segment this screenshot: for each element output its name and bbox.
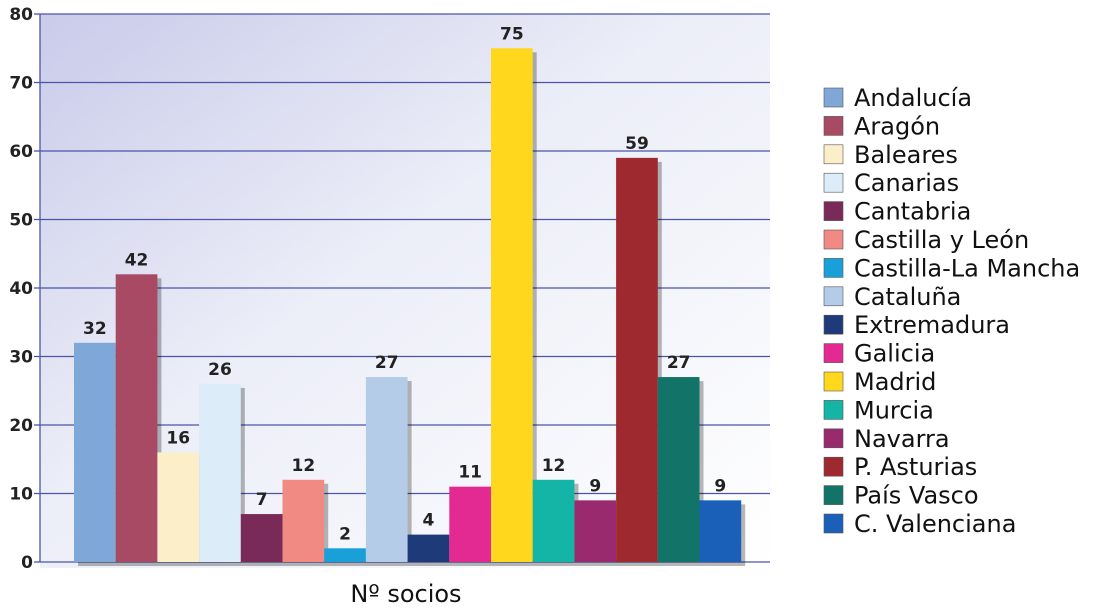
legend-label: Navarra [854,425,950,453]
data-label: 59 [625,134,649,154]
legend-label: P. Asturias [854,453,977,481]
bar [157,452,200,562]
bar [115,274,158,562]
legend-swatch [823,144,844,165]
legend-swatch [823,400,844,420]
legend-swatch [823,343,844,363]
legend-label: Canarias [854,169,959,197]
legend-swatch [823,371,844,392]
legend-label: Murcia [854,396,934,424]
bar [532,479,575,562]
bars [74,48,746,566]
data-labels: 32 42 16 26 7 12 2 27 4 11 75 12 9 59 27 9 [83,24,726,544]
legend-label: País Vasco [854,482,979,510]
bar [449,486,491,562]
legend-label: Cantabria [854,198,971,226]
legend-swatch [823,172,844,193]
bar [282,479,325,562]
legend-label: Castilla y León [854,226,1029,254]
data-label: 9 [589,476,601,496]
data-label: 32 [83,319,107,339]
legend-label: Aragón [854,112,940,140]
legend-swatch [823,87,844,108]
bar [74,342,116,562]
bar [407,534,450,562]
legend-swatch [823,286,844,307]
data-label: 75 [500,24,524,44]
y-axis: 0 10 20 30 40 50 60 70 80 [9,5,41,573]
bar [657,377,700,562]
legend-label: Baleares [854,141,958,169]
legend-label: Galicia [854,340,935,368]
data-label: 27 [375,353,399,373]
data-label: 9 [714,476,726,496]
data-label: 42 [125,250,149,270]
legend-label: Andalucía [854,84,972,112]
legend-swatch [823,201,844,221]
bar [699,500,742,562]
y-tick-label: 50 [9,211,33,231]
legend-swatch [823,428,844,449]
x-axis-label: Nº socios [350,580,461,608]
bar [574,500,617,562]
y-tick-label: 40 [9,279,33,299]
data-label: 27 [667,353,691,373]
bar [491,48,533,562]
y-tick-label: 10 [9,485,33,505]
data-label: 16 [166,428,190,448]
legend-swatch [823,314,844,335]
legend-swatch [823,116,844,136]
legend-swatch [823,229,844,250]
y-tick-label: 60 [9,142,33,162]
legend-label: Castilla-La Mancha [854,254,1080,282]
data-label: 7 [256,490,268,510]
legend-label: Cataluña [854,283,961,311]
y-tick-label: 70 [9,74,33,94]
legend-swatch [823,456,844,477]
data-label: 11 [458,463,482,483]
y-tick-label: 30 [9,348,33,368]
legend-swatch [823,513,844,534]
legend: AndalucíaAragónBalearesCanariasCantabria… [823,84,1080,538]
data-label: 12 [542,456,566,476]
bar [324,548,366,562]
data-label: 2 [339,524,351,544]
data-label: 26 [208,360,232,380]
data-label: 12 [292,456,316,476]
data-label: 4 [423,511,435,531]
legend-label: Extremadura [854,311,1010,339]
legend-swatch [823,485,844,505]
legend-label: C. Valenciana [854,510,1016,538]
bar [240,514,283,562]
y-tick-label: 80 [9,5,33,25]
y-tick-label: 20 [9,416,33,436]
bar [199,383,241,562]
legend-swatch [823,258,844,278]
legend-label: Madrid [854,368,936,396]
y-tick-label: 0 [21,553,33,573]
bar [616,157,658,562]
bar [365,377,408,562]
